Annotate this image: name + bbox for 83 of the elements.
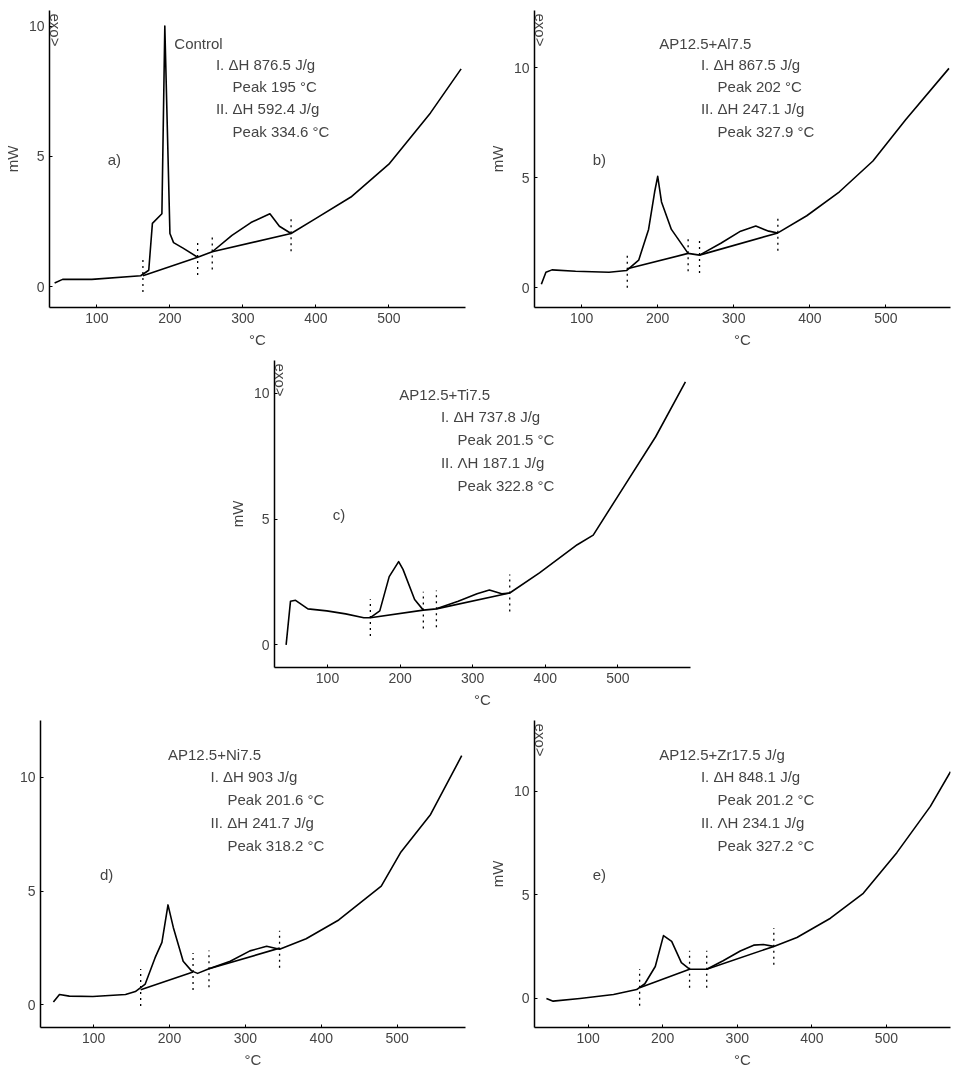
- annotation: Peak 327.2 °C: [717, 837, 815, 855]
- x-tick-label: 400: [798, 309, 822, 326]
- annotation: II. ΔH 247.1 J/g: [700, 100, 805, 118]
- x-tick-label: 200: [158, 309, 182, 326]
- annotation: I. ΔH 848.1 J/g: [700, 767, 801, 785]
- annotation: AP12.5+Zr17.5 J/g: [659, 746, 785, 764]
- annotation: I. ΔH 876.5 J/g: [215, 55, 316, 73]
- y-tick-label: 5: [36, 148, 45, 165]
- x-tick-label: 500: [874, 1029, 899, 1046]
- x-axis-title: °C: [734, 1050, 752, 1068]
- y-axis-title: mW: [3, 144, 21, 173]
- x-tick-label: 400: [800, 1029, 824, 1046]
- x-tick-label: 500: [385, 1029, 410, 1046]
- annotation: I. ΔH 903 J/g: [210, 767, 298, 785]
- annotation: exo>: [272, 363, 290, 397]
- x-tick-label: 200: [651, 1029, 675, 1046]
- x-tick-label: 200: [157, 1029, 182, 1046]
- annotation: II. ΛH 234.1 J/g: [700, 814, 805, 832]
- x-tick-label: 500: [874, 309, 898, 326]
- annotation: e): [592, 866, 607, 884]
- annotation: II. ΔH 592.4 J/g: [215, 100, 320, 118]
- annotation: Control: [174, 35, 223, 53]
- annotation: Peak 322.8 °C: [457, 477, 555, 495]
- annotation: Peak 201.5 °C: [457, 430, 555, 448]
- x-tick-label: 300: [461, 669, 485, 686]
- x-tick-label: 100: [315, 669, 340, 686]
- annotation: c): [332, 506, 346, 524]
- y-tick-label: 0: [36, 278, 45, 295]
- x-tick-label: 300: [231, 309, 255, 326]
- annotation: d): [100, 866, 114, 884]
- y-axis-title: mW: [488, 859, 506, 888]
- annotation: II. ΛH 187.1 J/g: [440, 454, 545, 472]
- y-tick-label: 5: [521, 886, 530, 903]
- annotation: exo>: [532, 13, 550, 47]
- y-tick-label: 10: [513, 59, 530, 76]
- x-axis-title: °C: [249, 330, 267, 348]
- y-axis-title: mW: [488, 144, 506, 173]
- x-axis-title: °C: [734, 330, 752, 348]
- annotation: II. ΔH 241.7 J/g: [210, 814, 314, 832]
- annotation: Peak 195 °C: [232, 78, 318, 96]
- annotation: a): [107, 150, 122, 168]
- y-tick-label: 5: [27, 883, 36, 900]
- annotation: exo>: [47, 13, 65, 47]
- x-tick-label: 100: [85, 309, 109, 326]
- y-tick-label: 0: [521, 990, 530, 1007]
- y-tick-label: 5: [261, 511, 270, 528]
- annotation: Peak 327.9 °C: [717, 122, 815, 140]
- y-tick-label: 10: [19, 769, 36, 786]
- x-tick-label: 400: [304, 309, 328, 326]
- x-axis-title: °C: [474, 690, 492, 708]
- annotation: b): [592, 150, 607, 168]
- x-tick-label: 400: [309, 1029, 334, 1046]
- annotation: I. ΔH 867.5 J/g: [700, 55, 801, 73]
- x-tick-label: 100: [569, 309, 594, 326]
- x-tick-label: 300: [233, 1029, 258, 1046]
- annotation: AP12.5+Ni7.5: [168, 746, 261, 764]
- x-tick-label: 300: [722, 309, 746, 326]
- x-tick-label: 100: [81, 1029, 106, 1046]
- y-tick-label: 0: [521, 279, 530, 296]
- annotation: AP12.5+Ti7.5: [399, 386, 491, 404]
- x-tick-label: 400: [533, 669, 558, 686]
- annotation: Peak 334.6 °C: [232, 122, 330, 140]
- annotation: Peak 201.2 °C: [717, 790, 815, 808]
- y-tick-label: 10: [253, 385, 270, 402]
- x-tick-label: 500: [606, 669, 630, 686]
- annotation: Peak 202 °C: [717, 78, 803, 96]
- x-axis-title: °C: [244, 1050, 262, 1068]
- y-tick-label: 0: [261, 636, 270, 653]
- annotation: Peak 318.2 °C: [227, 837, 325, 855]
- y-tick-label: 5: [521, 169, 530, 186]
- y-axis-title: mW: [228, 499, 246, 528]
- y-tick-label: 10: [513, 783, 530, 800]
- x-tick-label: 200: [646, 309, 670, 326]
- annotation: AP12.5+Al7.5: [659, 35, 752, 53]
- x-tick-label: 300: [725, 1029, 750, 1046]
- annotation: Peak 201.6 °C: [227, 790, 325, 808]
- annotation: I. ΔH 737.8 J/g: [440, 407, 541, 425]
- y-tick-label: 0: [27, 996, 36, 1013]
- annotation: exo>: [532, 723, 550, 757]
- x-tick-label: 500: [377, 309, 401, 326]
- x-tick-label: 100: [576, 1029, 601, 1046]
- x-tick-label: 200: [388, 669, 412, 686]
- y-tick-label: 10: [28, 18, 45, 35]
